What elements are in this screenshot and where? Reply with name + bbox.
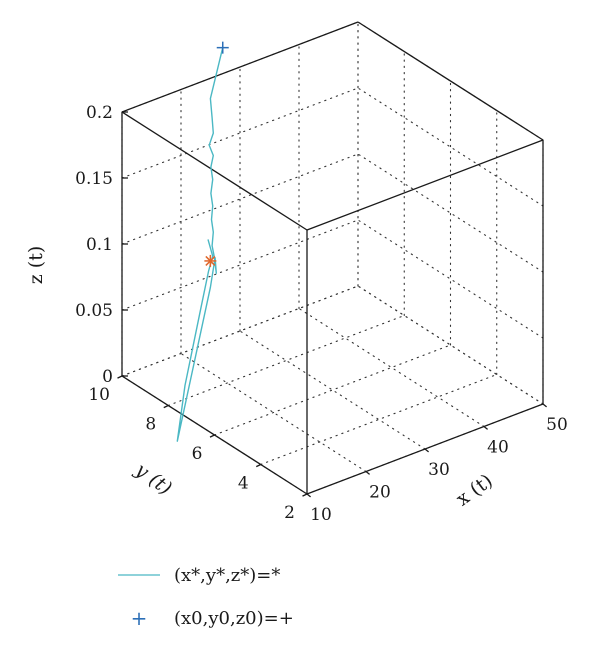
x-tick-mark bbox=[365, 470, 371, 475]
y-tick-mark bbox=[163, 404, 169, 409]
y-tick-label: 10 bbox=[88, 385, 110, 405]
z-tick-label: 0.2 bbox=[86, 103, 113, 123]
grid-layer bbox=[121, 21, 544, 495]
x-tick-label: 20 bbox=[369, 483, 391, 503]
z-axis-label: z (t) bbox=[25, 246, 47, 285]
gridline-floor-y bbox=[167, 314, 405, 407]
y-tick-mark bbox=[209, 434, 215, 438]
gridline-floor-x bbox=[298, 307, 485, 428]
box-edge bbox=[121, 111, 308, 231]
gridline-floor-x bbox=[239, 330, 426, 450]
y-tick-label: 8 bbox=[145, 415, 156, 435]
z-tick-label: 0.1 bbox=[86, 235, 113, 255]
gridline-back-z bbox=[121, 285, 359, 377]
z-tick-label: 0.15 bbox=[75, 169, 113, 189]
legend-entry-initial: (x0,y0,z0)=+ bbox=[174, 608, 294, 629]
gridline-floor-y bbox=[260, 373, 498, 466]
y-tick-mark bbox=[255, 463, 262, 468]
z-tick-label: 0.05 bbox=[75, 301, 113, 321]
x-axis-label: x (t) bbox=[452, 470, 497, 511]
legend: (x*,y*,z*)=* + (x0,y0,z0)=+ bbox=[118, 565, 294, 630]
x-tick-mark bbox=[542, 403, 548, 408]
box-edge bbox=[306, 139, 544, 231]
x-tick-label: 50 bbox=[546, 415, 568, 435]
x-tick-mark bbox=[483, 425, 489, 430]
gridline-back-z bbox=[121, 87, 359, 179]
equilibrium-point-marker bbox=[204, 254, 217, 267]
initial-point-marker bbox=[216, 41, 229, 54]
y-tick-label: 2 bbox=[284, 503, 295, 523]
x-tick-mark bbox=[306, 493, 312, 498]
x-tick-label: 10 bbox=[310, 505, 332, 525]
gridline-back-z bbox=[121, 153, 359, 245]
gridline-back-z bbox=[121, 219, 359, 311]
y-axis-label: y (t) bbox=[130, 458, 175, 499]
box-layer bbox=[121, 21, 544, 495]
x-tick-label: 30 bbox=[428, 460, 450, 480]
y-tick-mark bbox=[302, 493, 308, 497]
x-tick-mark bbox=[424, 448, 430, 453]
y-tick-label: 4 bbox=[238, 474, 249, 494]
x-tick-label: 40 bbox=[487, 438, 509, 458]
legend-entry-solution: (x*,y*,z*)=* bbox=[174, 565, 280, 586]
box-edge bbox=[357, 21, 544, 141]
box-edge bbox=[121, 21, 359, 113]
y-tick-label: 6 bbox=[192, 444, 203, 464]
legend-plus-swatch: + bbox=[131, 606, 148, 630]
data-layer bbox=[176, 41, 229, 442]
marker-stroke bbox=[205, 255, 216, 266]
series-line-trajectory bbox=[176, 47, 224, 442]
z-tick-label: 0 bbox=[102, 367, 113, 387]
gridline-floor-y bbox=[213, 344, 452, 436]
y-tick-mark bbox=[117, 375, 123, 379]
